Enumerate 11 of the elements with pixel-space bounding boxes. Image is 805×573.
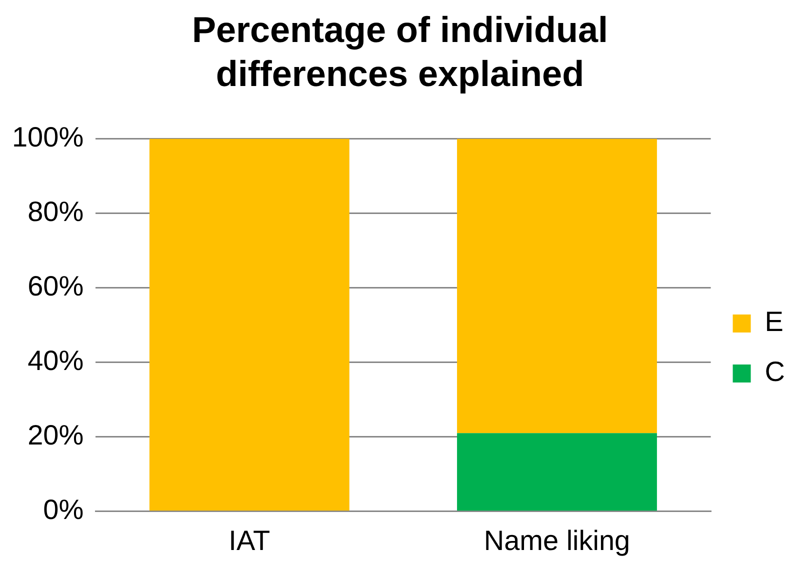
chart-title: Percentage of individual differences explained [190, 8, 610, 96]
y-tick-label: 40% [28, 345, 84, 376]
y-tick-label: 60% [28, 270, 84, 302]
y-tick-label: 20% [28, 420, 84, 451]
y-tick-label: 0% [43, 494, 84, 526]
legend-label: C [764, 356, 786, 388]
legend-label: E [764, 306, 784, 338]
x-tick-label: Name liking [484, 524, 630, 556]
y-tick-label: 80% [28, 196, 84, 228]
x-tick-label: IAT [228, 524, 270, 556]
y-tick-label: 100% [12, 122, 84, 153]
